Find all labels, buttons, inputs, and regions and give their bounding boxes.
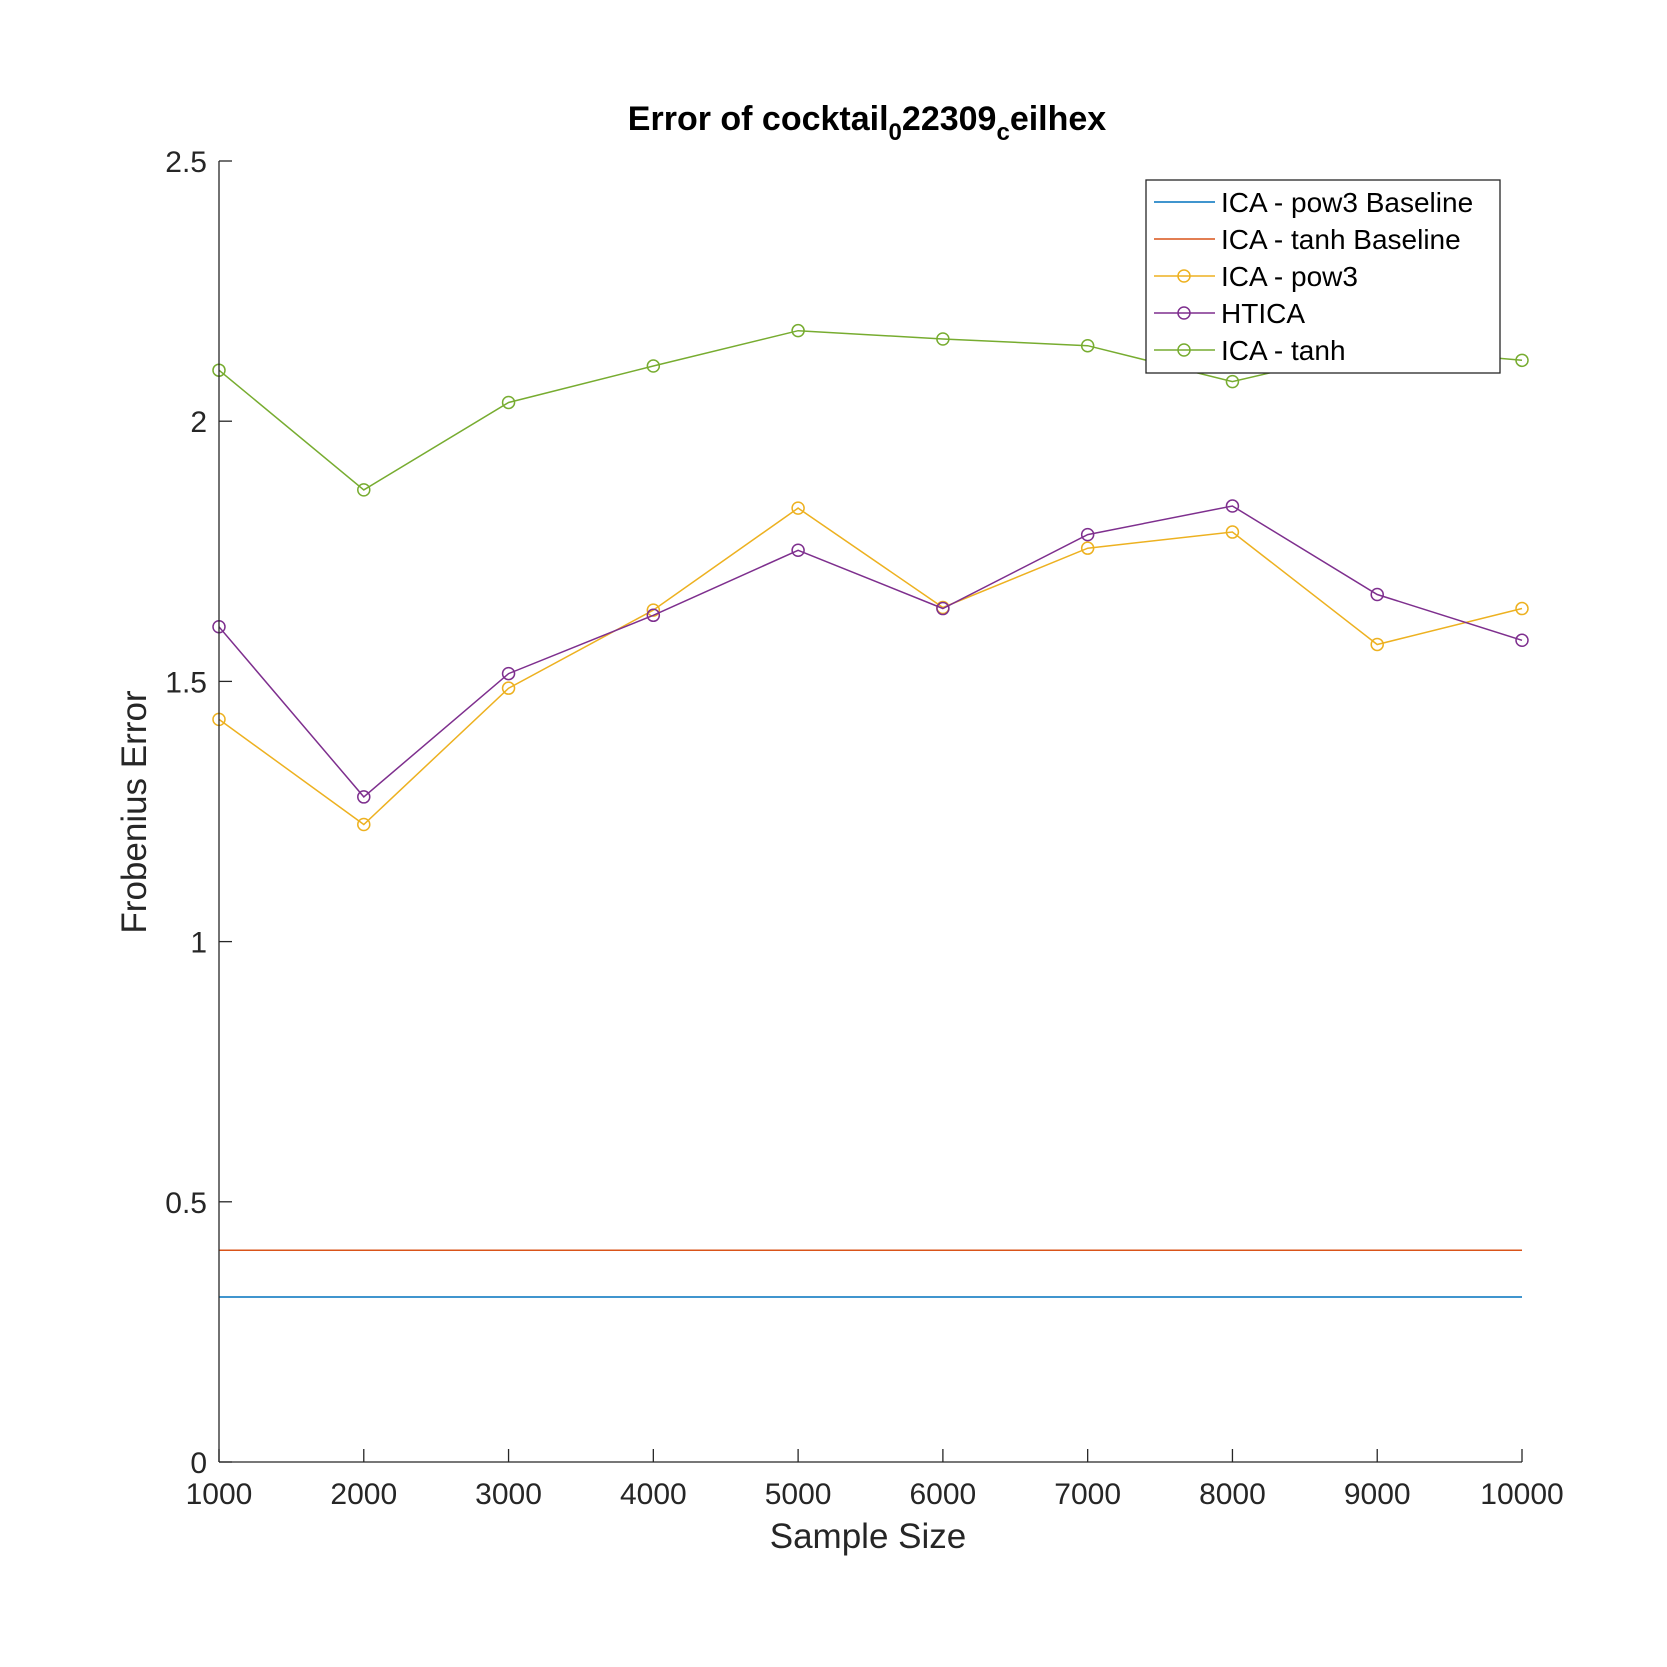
legend-marker: [1177, 269, 1191, 283]
data-point: [791, 323, 805, 338]
y-tick-label: 2: [190, 406, 207, 439]
x-tick-label: 4000: [620, 1478, 687, 1511]
data-point: [1515, 601, 1529, 616]
x-tick-label: 1000: [186, 1478, 253, 1511]
x-tick-label: 5000: [765, 1478, 832, 1511]
legend-entry: ICA - pow3 Baseline: [1154, 187, 1473, 218]
data-point: [1370, 587, 1384, 602]
legend-marker: [1177, 343, 1191, 357]
data-point: [646, 359, 661, 373]
chart-title: Error of cocktail022309ceilhex: [628, 100, 1106, 146]
legend-label: ICA - pow3 Baseline: [1221, 187, 1473, 218]
data-point: [357, 483, 371, 497]
data-point: [936, 601, 950, 616]
legend-entry: ICA - tanh Baseline: [1154, 224, 1461, 255]
legend-label: ICA - pow3: [1221, 261, 1358, 292]
data-point: [501, 395, 516, 410]
y-axis-label: Frobenius Error: [115, 690, 154, 933]
x-tick-label: 3000: [475, 1478, 542, 1511]
data-point: [791, 543, 805, 558]
data-point: [1080, 338, 1095, 353]
x-tick-label: 2000: [330, 1478, 397, 1511]
x-tick-label: 7000: [1054, 1478, 1121, 1511]
data-point: [646, 603, 661, 617]
legend-label: ICA - tanh: [1221, 335, 1346, 366]
data-point: [1080, 541, 1095, 555]
legend-entry: ICA - tanh: [1154, 335, 1346, 366]
data-point: [646, 608, 661, 623]
series-3: [212, 499, 1529, 804]
axes: 1000 2000 3000 4000 5000 6000 7000 8000 9000 1000…: [165, 146, 1563, 1511]
data-point: [1225, 374, 1240, 389]
x-tick-label: 10000: [1480, 1478, 1563, 1511]
y-tick-label: 0: [190, 1447, 207, 1480]
x-tick-label: 6000: [910, 1478, 977, 1511]
plot-area: [212, 323, 1529, 1298]
legend-entry: HTICA: [1154, 298, 1305, 329]
data-point: [1515, 633, 1529, 648]
data-point: [501, 666, 516, 681]
data-point: [1225, 525, 1240, 539]
legend: ICA - pow3 Baseline ICA - tanh Baseline IC…: [1145, 179, 1501, 374]
data-point: [357, 817, 371, 832]
data-point: [1080, 527, 1095, 542]
legend-label: ICA - tanh Baseline: [1221, 224, 1461, 255]
y-tick-label: 1: [190, 927, 207, 960]
x-axis-label: Sample Size: [770, 1517, 966, 1556]
legend-label: HTICA: [1221, 298, 1305, 329]
legend-entry: ICA - pow3: [1154, 261, 1358, 292]
data-point: [791, 501, 805, 515]
series-2: [212, 501, 1529, 832]
legend-marker: [1177, 306, 1191, 320]
data-point: [1225, 499, 1240, 513]
data-point: [936, 332, 950, 346]
y-tick-label: 2.5: [165, 146, 207, 179]
data-point: [501, 681, 516, 695]
x-tick-label: 9000: [1344, 1478, 1411, 1511]
y-tick-label: 1.5: [165, 666, 207, 699]
series-line: [218, 507, 1523, 826]
data-point: [1370, 637, 1384, 652]
x-tick-label: 8000: [1199, 1478, 1266, 1511]
data-point: [1515, 353, 1529, 368]
data-point: [357, 790, 371, 804]
y-tick-label: 0.5: [165, 1187, 207, 1220]
series-line: [218, 505, 1523, 798]
